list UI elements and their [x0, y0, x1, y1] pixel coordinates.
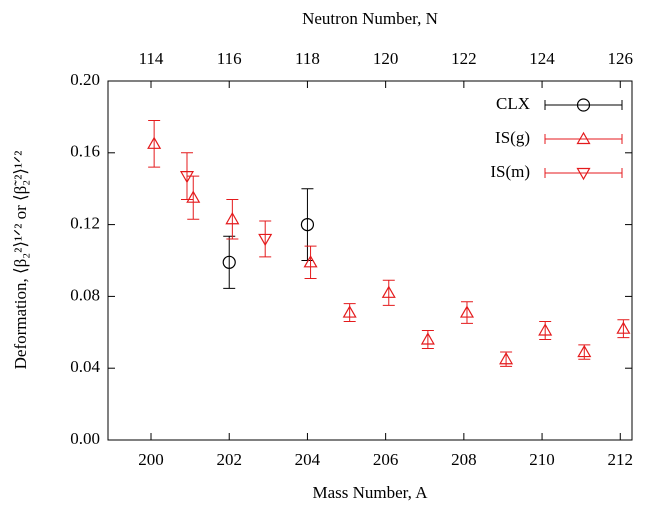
marker	[342, 305, 357, 318]
x2-tick-label: 116	[217, 49, 242, 68]
error-bar	[259, 220, 272, 258]
x2-axis-label: Neutron Number, N	[302, 9, 438, 28]
marker	[186, 190, 201, 203]
y-tick-label: 0.20	[70, 70, 100, 89]
marker	[179, 171, 195, 184]
marker	[222, 255, 236, 269]
x-axis-label: Mass Number, A	[312, 483, 428, 502]
x-tick-label: 210	[529, 450, 555, 469]
legend-line	[544, 168, 623, 178]
legend-label: IS(m)	[490, 162, 530, 181]
plot-frame	[107, 80, 633, 441]
marker	[459, 305, 475, 318]
marker	[381, 285, 396, 298]
x2-tick-label: 124	[529, 49, 555, 68]
x2-tick-label: 118	[295, 49, 320, 68]
x2-tick-label: 114	[139, 49, 164, 68]
y-tick-label: 0.16	[70, 142, 100, 161]
x-tick-label: 206	[373, 450, 399, 469]
x2-tick-label: 122	[451, 49, 477, 68]
y-tick-label: 0.04	[70, 357, 100, 376]
marker	[225, 212, 240, 225]
marker	[616, 321, 631, 334]
error-bar	[223, 235, 236, 289]
x-tick-label: 202	[216, 450, 242, 469]
x2-tick-label: 126	[608, 49, 634, 68]
error-bar	[180, 152, 193, 200]
y-axis-label: Deformation, ⟨β₂²⟩¹ᐟ² or ⟨β̃₂²⟩¹ᐟ²	[11, 151, 30, 370]
error-bar	[226, 198, 239, 240]
legend-label: IS(g)	[495, 128, 530, 147]
legend-line	[544, 134, 623, 144]
marker	[258, 233, 273, 247]
legend-marker	[576, 131, 591, 145]
marker	[538, 323, 553, 336]
x-tick-label: 212	[608, 450, 634, 469]
legend-marker	[576, 98, 591, 112]
error-bar	[187, 175, 200, 220]
x-tick-label: 208	[451, 450, 477, 469]
y-tick-label: 0.08	[70, 285, 100, 304]
legend-label: CLX	[496, 94, 530, 113]
marker	[577, 344, 592, 358]
error-bar	[301, 188, 314, 261]
error-bar	[382, 279, 395, 306]
error-bar	[148, 119, 161, 168]
error-bar	[460, 301, 473, 324]
x2-tick-label: 120	[373, 49, 399, 68]
marker	[420, 332, 435, 345]
y-tick-label: 0.00	[70, 429, 100, 448]
legend-line	[544, 100, 623, 110]
marker	[499, 352, 514, 365]
marker	[303, 255, 318, 268]
legend-marker	[576, 167, 591, 181]
x-tick-label: 204	[295, 450, 321, 469]
marker	[300, 218, 315, 232]
error-bar	[304, 245, 317, 279]
y-tick-label: 0.12	[70, 214, 100, 233]
marker	[147, 136, 162, 149]
x-tick-label: 200	[138, 450, 164, 469]
